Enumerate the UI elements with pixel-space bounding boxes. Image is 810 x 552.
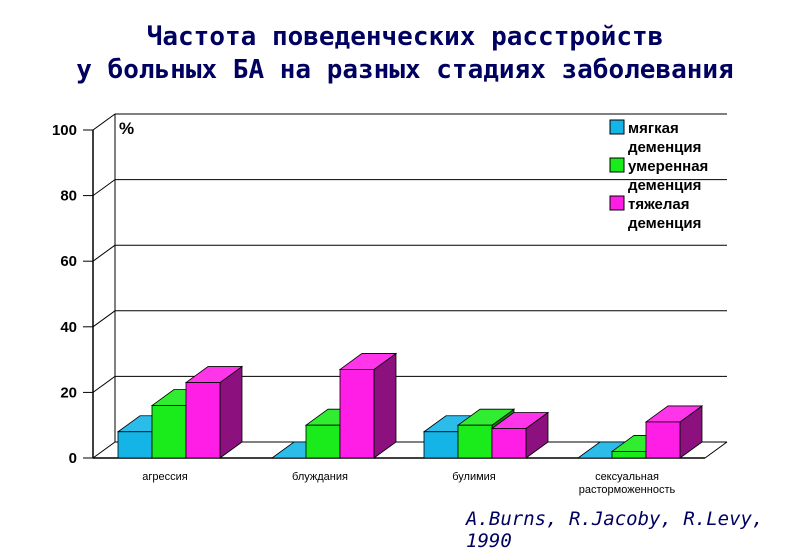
grid-diagonal <box>92 441 116 459</box>
grid-diagonal <box>92 179 116 197</box>
grid-diagonal <box>92 375 116 393</box>
bar <box>645 421 681 459</box>
bar <box>491 428 527 459</box>
legend-swatch <box>609 195 625 211</box>
x-tick-label: агрессия <box>142 471 188 483</box>
floor-edge <box>704 441 728 459</box>
x-tick-label: булимия <box>452 471 496 483</box>
bar <box>339 369 375 459</box>
legend-label: умеренная <box>628 158 708 175</box>
y-tick-label: 100 <box>52 122 77 139</box>
chart-title-line-1: Частота поведенческих расстройств <box>146 22 664 52</box>
grid-diagonal <box>92 113 116 131</box>
bar-side <box>373 352 397 459</box>
bar <box>611 451 647 459</box>
bar <box>457 424 493 459</box>
x-tick-label: расторможенность <box>579 484 676 496</box>
legend-label: мягкая <box>628 120 679 137</box>
legend-swatch <box>609 157 625 173</box>
legend-label: деменция <box>628 177 701 194</box>
y-tick-label: 60 <box>60 253 77 270</box>
legend-swatch <box>609 119 625 135</box>
bar <box>151 405 187 459</box>
legend-label: деменция <box>628 139 701 156</box>
x-tick-label: сексуальная <box>595 471 659 483</box>
bar-chart: 0 20 40 60 80 100 % агрессия блуждания булимия сек… <box>52 113 728 496</box>
source-credit: A.Burns, R.Jacoby, R.Levy, 1990 <box>466 508 764 552</box>
y-tick-label: 0 <box>69 450 77 467</box>
bar <box>305 424 341 459</box>
chart-title-line-2: у больных БА на разных стадиях заболеван… <box>76 55 734 85</box>
legend-label: деменция <box>628 215 701 232</box>
bar <box>185 382 221 459</box>
grid-diagonal <box>92 310 116 328</box>
y-tick-label: 40 <box>60 319 77 336</box>
bar <box>423 431 459 459</box>
y-tick-label: 80 <box>60 188 77 205</box>
bar <box>117 431 153 459</box>
y-tick-label: 20 <box>60 384 77 401</box>
x-tick-label: блуждания <box>292 471 348 483</box>
legend-label: тяжелая <box>628 196 690 213</box>
grid-diagonal <box>92 244 116 262</box>
y-axis-label: % <box>119 119 134 138</box>
